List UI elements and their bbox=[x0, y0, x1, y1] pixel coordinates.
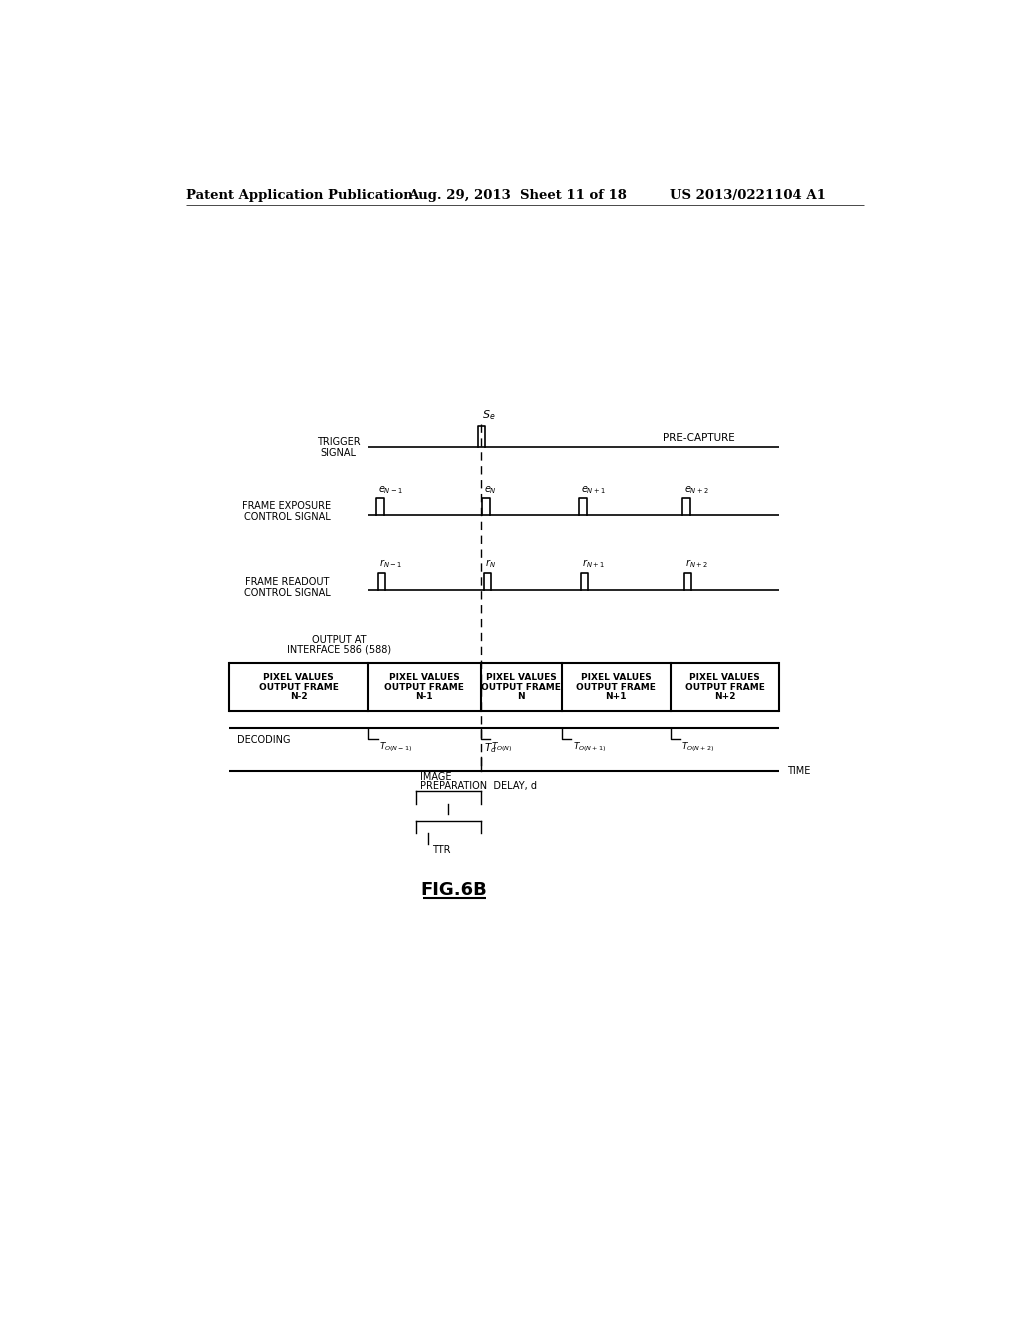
Text: OUTPUT AT: OUTPUT AT bbox=[311, 635, 366, 644]
Text: N: N bbox=[517, 692, 525, 701]
Text: OUTPUT FRAME: OUTPUT FRAME bbox=[384, 682, 464, 692]
Text: PIXEL VALUES: PIXEL VALUES bbox=[689, 673, 760, 682]
Text: FIG.6B: FIG.6B bbox=[420, 880, 486, 899]
Text: TRIGGER: TRIGGER bbox=[317, 437, 360, 446]
Text: SIGNAL: SIGNAL bbox=[321, 447, 356, 458]
Text: N-1: N-1 bbox=[416, 692, 433, 701]
Text: INTERFACE 586 (588): INTERFACE 586 (588) bbox=[287, 644, 391, 655]
Text: $r_{N-1}$: $r_{N-1}$ bbox=[379, 557, 402, 570]
Text: PIXEL VALUES: PIXEL VALUES bbox=[263, 673, 334, 682]
Text: PIXEL VALUES: PIXEL VALUES bbox=[389, 673, 460, 682]
Text: PREPARATION  DELAY, d: PREPARATION DELAY, d bbox=[420, 781, 538, 792]
Text: $e_{N-1}$: $e_{N-1}$ bbox=[378, 484, 402, 496]
Text: $T_{O(N+2)}$: $T_{O(N+2)}$ bbox=[681, 741, 715, 754]
Text: $e_N$: $e_N$ bbox=[483, 484, 497, 496]
Text: $r_{N+2}$: $r_{N+2}$ bbox=[685, 557, 709, 570]
Text: DECODING: DECODING bbox=[237, 735, 291, 744]
Text: $T_{O(N-1)}$: $T_{O(N-1)}$ bbox=[379, 741, 413, 754]
Text: N+2: N+2 bbox=[714, 692, 735, 701]
Text: US 2013/0221104 A1: US 2013/0221104 A1 bbox=[671, 189, 826, 202]
Text: $r_{N+1}$: $r_{N+1}$ bbox=[583, 557, 605, 570]
Text: PRE-CAPTURE: PRE-CAPTURE bbox=[663, 433, 734, 444]
Text: FRAME READOUT: FRAME READOUT bbox=[245, 577, 329, 587]
Text: N+1: N+1 bbox=[605, 692, 627, 701]
Text: OUTPUT FRAME: OUTPUT FRAME bbox=[481, 682, 561, 692]
Text: OUTPUT FRAME: OUTPUT FRAME bbox=[259, 682, 339, 692]
Text: $T_d$: $T_d$ bbox=[484, 742, 498, 755]
Text: TTR: TTR bbox=[432, 845, 451, 855]
Text: $S_e$: $S_e$ bbox=[482, 408, 496, 422]
Text: $e_{N+1}$: $e_{N+1}$ bbox=[581, 484, 605, 496]
Text: OUTPUT FRAME: OUTPUT FRAME bbox=[685, 682, 765, 692]
Text: $e_{N+2}$: $e_{N+2}$ bbox=[684, 484, 709, 496]
Text: $r_N$: $r_N$ bbox=[485, 557, 497, 570]
Text: $T_{O(N+1)}$: $T_{O(N+1)}$ bbox=[572, 741, 606, 754]
Text: CONTROL SIGNAL: CONTROL SIGNAL bbox=[244, 512, 331, 523]
Text: PIXEL VALUES: PIXEL VALUES bbox=[581, 673, 651, 682]
Text: IMAGE: IMAGE bbox=[420, 772, 452, 781]
Text: Aug. 29, 2013  Sheet 11 of 18: Aug. 29, 2013 Sheet 11 of 18 bbox=[409, 189, 628, 202]
Text: CONTROL SIGNAL: CONTROL SIGNAL bbox=[244, 587, 331, 598]
Text: OUTPUT FRAME: OUTPUT FRAME bbox=[577, 682, 656, 692]
Text: FRAME EXPOSURE: FRAME EXPOSURE bbox=[243, 502, 332, 511]
Text: Patent Application Publication: Patent Application Publication bbox=[186, 189, 413, 202]
Text: TIME: TIME bbox=[786, 766, 810, 776]
Text: $T_{O(N)}$: $T_{O(N)}$ bbox=[492, 741, 513, 754]
Text: PIXEL VALUES: PIXEL VALUES bbox=[486, 673, 557, 682]
Text: N-2: N-2 bbox=[290, 692, 307, 701]
